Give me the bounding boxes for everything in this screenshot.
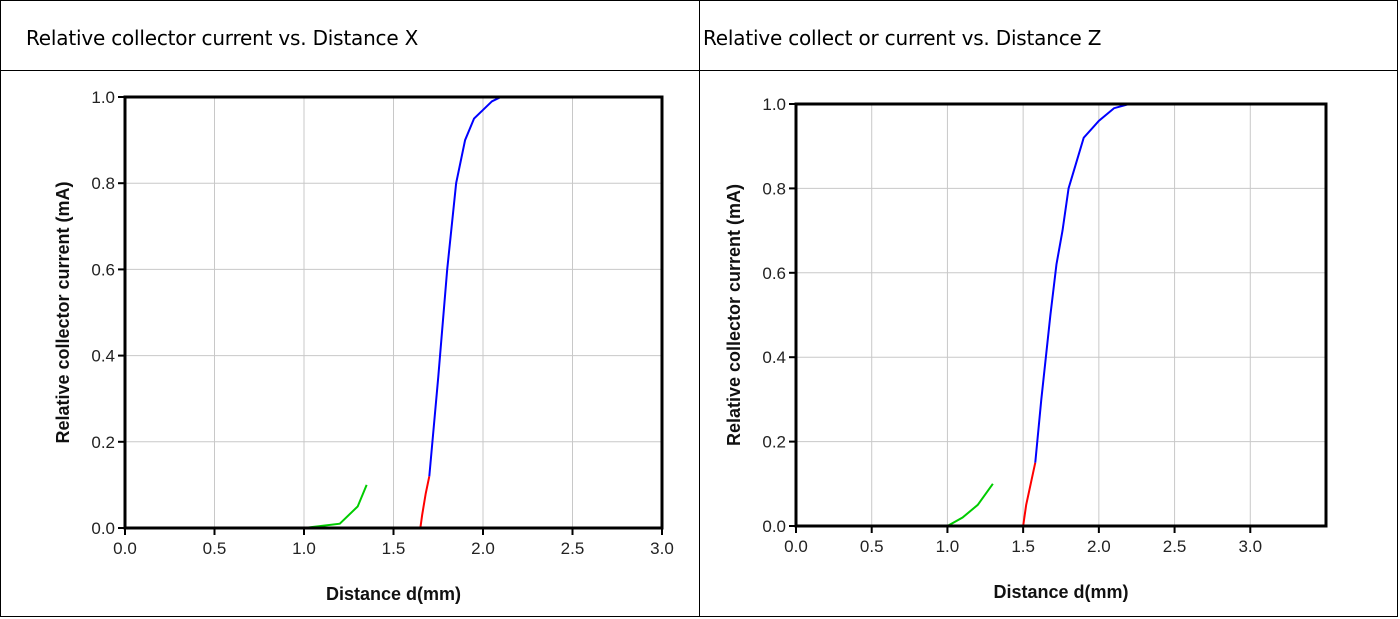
y-tick-label: 0.4 [91,347,115,366]
y-axis-label: Relative collector current (mA) [53,181,73,443]
x-tick-label: 0.5 [860,537,884,556]
series-line-0 [796,483,994,527]
x-tick-label: 0.0 [113,539,137,558]
y-tick-label: 0.6 [91,260,115,279]
y-tick-label: 0.6 [762,264,786,283]
y-tick-label: 0.0 [91,519,115,538]
x-axis-label: Distance d(mm) [993,582,1128,602]
y-axis-label: Relative collector current (mA) [724,184,744,446]
series-line-2 [428,96,662,477]
x-tick-label: 2.5 [561,539,585,558]
y-tick-label: 0.8 [762,179,786,198]
x-tick-label: 2.5 [1163,537,1187,556]
plot-area [794,102,1328,528]
y-tick-label: 0.2 [762,433,786,452]
x-tick-label: 0.5 [203,539,227,558]
x-tick-label: 3.0 [650,539,674,558]
x-tick-label: 2.0 [471,539,495,558]
series-line-1 [1022,462,1037,527]
plot-distance-x: 0.0 0.5 1.0 1.5 2.0 2.5 3.0 0.0 0.2 0.4 0.6 0.8 1.0 D… [53,88,674,604]
header-divider [0,70,1398,71]
x-axis-label: Distance d(mm) [326,584,461,604]
x-tick-label: 1.0 [292,539,316,558]
x-tick-label: 3.0 [1238,537,1262,556]
y-tick-label: 0.8 [91,174,115,193]
y-tick-label: 0.0 [762,517,786,536]
x-tick-label: 1.5 [1011,537,1035,556]
y-tick-label: 1.0 [91,88,115,107]
series-line-2 [1034,103,1326,463]
series-line-1 [419,476,431,529]
y-tick-label: 1.0 [762,95,786,114]
x-tick-label: 2.0 [1087,537,1111,556]
y-tick-label: 0.2 [91,433,115,452]
x-tick-label: 0.0 [784,537,808,556]
x-tick-label: 1.5 [382,539,406,558]
chart-title-z: Relative collect or current vs. Distance… [703,26,1102,50]
plot-distance-z: 0.0 0.5 1.0 1.5 2.0 2.5 3.0 0.0 0.2 0.4 0.6 0.8 1.0 D… [724,95,1328,602]
y-tick-label: 0.4 [762,348,786,367]
x-tick-label: 1.0 [936,537,960,556]
panel-divider [699,0,700,617]
series-line-0 [125,484,368,529]
chart-title-x: Relative collector current vs. Distance … [26,26,419,50]
